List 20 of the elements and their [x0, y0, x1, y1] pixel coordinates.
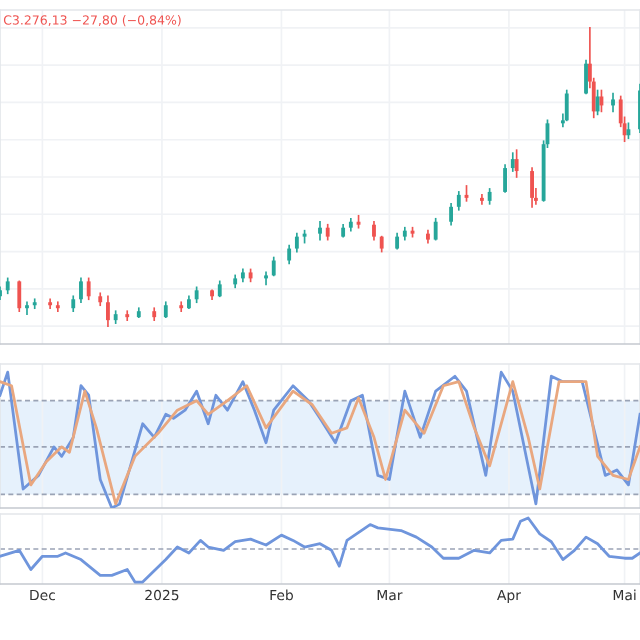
candlestick [264, 271, 268, 286]
candlestick [86, 277, 91, 301]
candlestick [433, 217, 438, 241]
candlestick [179, 301, 184, 313]
candlestick [106, 295, 110, 327]
candlestick [48, 298, 53, 310]
candlestick [32, 298, 37, 310]
candlestick [503, 164, 507, 193]
candlestick [564, 89, 569, 122]
candlestick [584, 59, 588, 95]
candlestick [480, 194, 484, 205]
candlestick [17, 280, 22, 313]
candlestick [79, 277, 83, 304]
candlestick [25, 301, 29, 316]
candlestick [55, 301, 60, 313]
candlestick [125, 310, 130, 321]
candlestick [449, 203, 454, 226]
candlestick [530, 167, 534, 208]
candlestick [514, 149, 519, 178]
candlestick [595, 89, 600, 116]
